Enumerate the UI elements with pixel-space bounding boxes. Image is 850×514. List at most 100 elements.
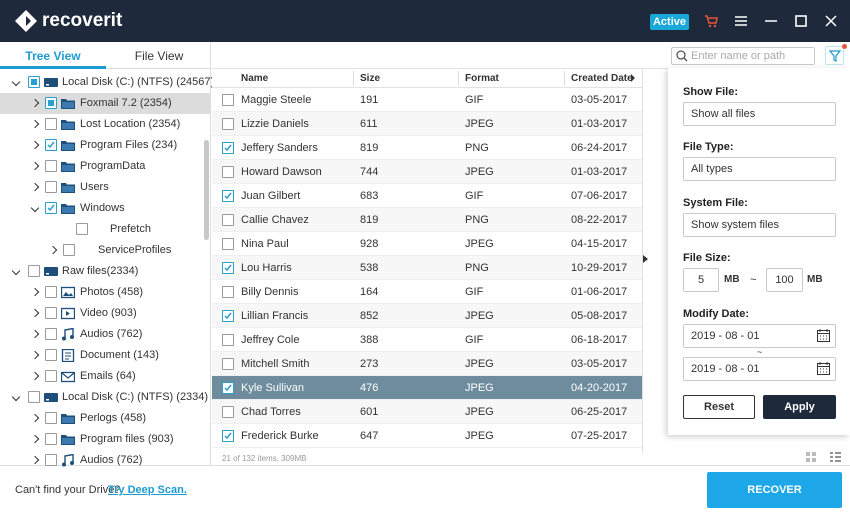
panel-toggle[interactable] xyxy=(643,255,649,263)
checkbox[interactable] xyxy=(45,349,57,361)
table-row[interactable] xyxy=(212,400,642,424)
table-row[interactable] xyxy=(212,352,642,376)
system-file-select[interactable] xyxy=(683,213,836,237)
checkbox[interactable] xyxy=(222,334,234,346)
tree-label[interactable]: Users xyxy=(80,181,109,193)
checkbox[interactable] xyxy=(222,142,234,154)
checkbox[interactable] xyxy=(222,118,234,130)
column-header[interactable]: Created Date xyxy=(571,73,633,84)
checkbox[interactable] xyxy=(45,97,57,109)
column-header[interactable]: Size xyxy=(360,73,381,84)
tree-scrollbar[interactable] xyxy=(204,140,209,240)
table-row[interactable] xyxy=(212,184,642,208)
checkbox[interactable] xyxy=(222,310,234,322)
tab-file-view[interactable]: File View xyxy=(134,49,184,63)
checkbox[interactable] xyxy=(45,181,57,193)
checkbox[interactable] xyxy=(45,139,57,151)
checkbox[interactable] xyxy=(76,223,88,235)
tree-icon-audio xyxy=(61,453,75,467)
column-header[interactable]: Name xyxy=(241,73,269,84)
checkbox[interactable] xyxy=(45,370,57,382)
checkbox[interactable] xyxy=(45,454,57,466)
checkbox[interactable] xyxy=(222,214,234,226)
menu-button[interactable] xyxy=(735,15,747,27)
recover-button[interactable]: RECOVER xyxy=(707,472,842,508)
checkbox[interactable] xyxy=(45,307,57,319)
tree-label[interactable]: Perlogs (458) xyxy=(80,412,147,424)
checkbox[interactable] xyxy=(45,202,57,214)
tab-tree-view[interactable]: Tree View xyxy=(25,49,81,63)
tree-label[interactable]: Raw files(2334) xyxy=(62,265,139,277)
table-row[interactable] xyxy=(212,88,642,112)
tree-label[interactable]: Lost Location (2354) xyxy=(80,118,181,130)
checkbox[interactable] xyxy=(28,391,40,403)
tree-label[interactable]: Windows xyxy=(80,202,125,214)
date-to-input[interactable] xyxy=(683,357,836,381)
tree-label[interactable]: Video (903) xyxy=(80,307,137,319)
tree-label[interactable]: Program files (903) xyxy=(80,433,174,445)
checkbox[interactable] xyxy=(222,262,234,274)
tree-label[interactable]: Audios (762) xyxy=(80,454,143,466)
table-row-selected[interactable] xyxy=(212,376,642,400)
table-row[interactable] xyxy=(212,328,642,352)
close-button[interactable] xyxy=(825,15,837,27)
table-row[interactable] xyxy=(212,136,642,160)
checkbox[interactable] xyxy=(28,265,40,277)
apply-button[interactable]: Apply xyxy=(763,395,836,419)
title-bar xyxy=(0,0,850,42)
size-max-input[interactable] xyxy=(766,268,803,292)
checkbox[interactable] xyxy=(222,238,234,250)
checkbox[interactable] xyxy=(222,94,234,106)
checkbox[interactable] xyxy=(63,244,75,256)
tree-label[interactable]: ProgramData xyxy=(80,160,146,172)
checkbox[interactable] xyxy=(28,76,40,88)
date-from-input[interactable] xyxy=(683,324,836,348)
maximize-button[interactable] xyxy=(795,15,807,27)
table-row[interactable] xyxy=(212,160,642,184)
tree-label[interactable]: Document (143) xyxy=(80,349,159,361)
table-row[interactable] xyxy=(212,280,642,304)
table-row[interactable] xyxy=(212,424,642,448)
tree-label[interactable]: Prefetch xyxy=(110,223,151,235)
list-view-button[interactable] xyxy=(830,452,841,462)
checkbox[interactable] xyxy=(222,358,234,370)
table-row[interactable] xyxy=(212,256,642,280)
tree-label[interactable]: ServiceProfiles xyxy=(98,244,172,256)
checkbox[interactable] xyxy=(45,286,57,298)
file-type-select[interactable] xyxy=(683,157,836,181)
table-cell: 476 xyxy=(360,382,379,394)
calendar-icon[interactable] xyxy=(817,329,830,342)
checkbox[interactable] xyxy=(45,118,57,130)
table-row[interactable] xyxy=(212,232,642,256)
deep-scan-link[interactable]: Try Deep Scan. xyxy=(108,484,187,496)
tree-label[interactable]: Local Disk (C:) (NTFS) (2334) xyxy=(62,391,209,403)
column-header[interactable]: Format xyxy=(465,73,499,84)
tree-label[interactable]: Audios (762) xyxy=(80,328,143,340)
tree-label[interactable]: Foxmail 7.2 (2354) xyxy=(80,97,172,109)
tree-label[interactable]: Photos (458) xyxy=(80,286,143,298)
calendar-icon[interactable] xyxy=(817,362,830,375)
grid-view-button[interactable] xyxy=(806,452,816,462)
checkbox[interactable] xyxy=(222,382,234,394)
cart-button[interactable] xyxy=(704,14,718,28)
minimize-button[interactable] xyxy=(765,15,777,27)
tree-label[interactable]: Local Disk (C:) (NTFS) (24567) xyxy=(62,76,215,88)
table-row[interactable] xyxy=(212,208,642,232)
checkbox[interactable] xyxy=(222,406,234,418)
search-box[interactable] xyxy=(671,47,815,65)
checkbox[interactable] xyxy=(222,430,234,442)
checkbox[interactable] xyxy=(45,160,57,172)
tree-label[interactable]: Emails (64) xyxy=(80,370,136,382)
checkbox[interactable] xyxy=(222,166,234,178)
table-row[interactable] xyxy=(212,304,642,328)
checkbox[interactable] xyxy=(45,412,57,424)
size-min-input[interactable] xyxy=(683,268,719,292)
tree-label[interactable]: Program Files (234) xyxy=(80,139,178,151)
checkbox[interactable] xyxy=(222,190,234,202)
table-row[interactable] xyxy=(212,112,642,136)
reset-button[interactable]: Reset xyxy=(683,395,755,419)
show-file-select[interactable] xyxy=(683,102,836,126)
checkbox[interactable] xyxy=(222,286,234,298)
checkbox[interactable] xyxy=(45,433,57,445)
checkbox[interactable] xyxy=(45,328,57,340)
